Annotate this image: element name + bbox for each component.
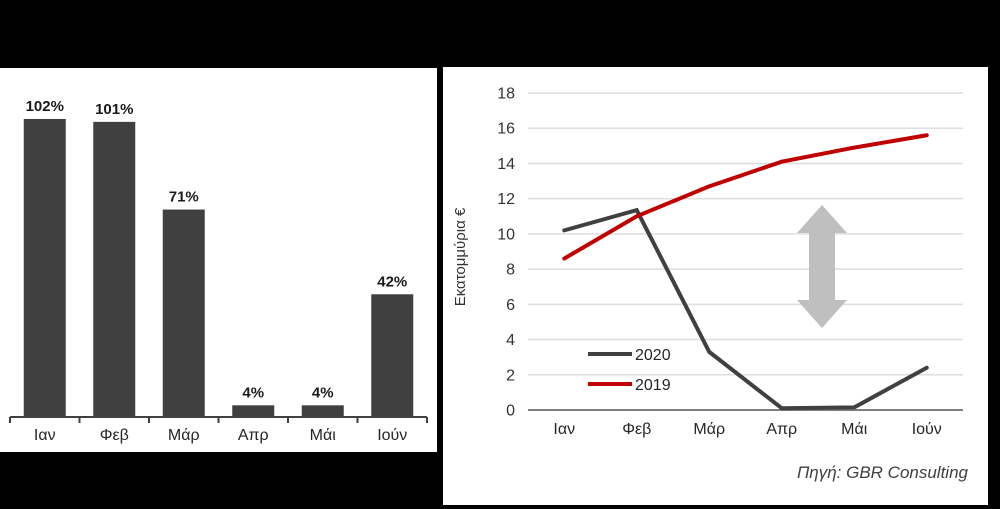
y-tick-label: 8	[506, 262, 515, 279]
y-tick-label: 2	[506, 367, 515, 384]
bar	[23, 118, 66, 418]
bar-value-label: 4%	[312, 384, 334, 401]
y-tick-label: 18	[497, 86, 515, 103]
up-down-arrow-icon	[797, 205, 847, 328]
bar	[162, 209, 205, 417]
y-tick-label: 4	[506, 332, 515, 349]
x-tick-label: Ιαν	[34, 427, 56, 444]
y-axis-title: Εκατομμύρια €	[452, 207, 469, 306]
bar	[371, 294, 414, 417]
x-tick-label: Φεβ	[100, 427, 129, 444]
x-tick-label: Μάρ	[693, 421, 725, 438]
y-tick-label: 16	[497, 121, 515, 138]
x-tick-label: Φεβ	[622, 421, 651, 438]
bar-chart: 102% Ιαν 101% Φεβ 71% Μάρ 4% Απρ 4% Μάι 42% Ιούν	[9, 98, 428, 444]
x-tick-label: Απρ	[766, 421, 797, 438]
y-tick-label: 0	[506, 403, 515, 420]
x-tick-label: Απρ	[238, 427, 269, 444]
y-tick-label: 10	[497, 226, 515, 243]
x-tick-label: Ιούν	[912, 421, 942, 438]
x-tick-label: Μάι	[841, 421, 868, 438]
bar-value-label: 102%	[26, 98, 64, 115]
bar-value-label: 71%	[169, 189, 199, 206]
bar-value-label: 42%	[377, 273, 407, 290]
bar	[232, 405, 275, 417]
series-line-2019	[562, 133, 929, 261]
bar-value-label: 4%	[242, 384, 264, 401]
line-chart-panel: 0 2 4 6 8 10 12 14 16 18 Εκατομμύρια € Ιαν Φεβ Μάρ Απρ…	[443, 67, 988, 505]
line-chart: 0 2 4 6 8 10 12 14 16 18 Εκατομμύρια € Ιαν Φεβ Μάρ Απρ…	[452, 86, 963, 438]
legend-label-2020: 2020	[635, 347, 671, 364]
series-line-2020	[562, 207, 929, 411]
x-tick-label: Μάι	[310, 427, 337, 444]
y-tick-label: 6	[506, 297, 515, 314]
bar-value-label: 101%	[95, 101, 133, 118]
bar-chart-panel: 102% Ιαν 101% Φεβ 71% Μάρ 4% Απρ 4% Μάι 42% Ιούν	[0, 68, 437, 452]
bar	[93, 121, 136, 418]
bar	[301, 405, 344, 417]
x-tick-label: Ιούν	[377, 427, 407, 444]
y-tick-label: 12	[497, 191, 515, 208]
x-tick-label: Ιαν	[553, 421, 575, 438]
legend-label-2019: 2019	[635, 377, 671, 394]
y-tick-label: 14	[497, 156, 515, 173]
x-tick-label: Μάρ	[168, 427, 200, 444]
source-note: Πηγή: GBR Consulting	[796, 463, 968, 482]
